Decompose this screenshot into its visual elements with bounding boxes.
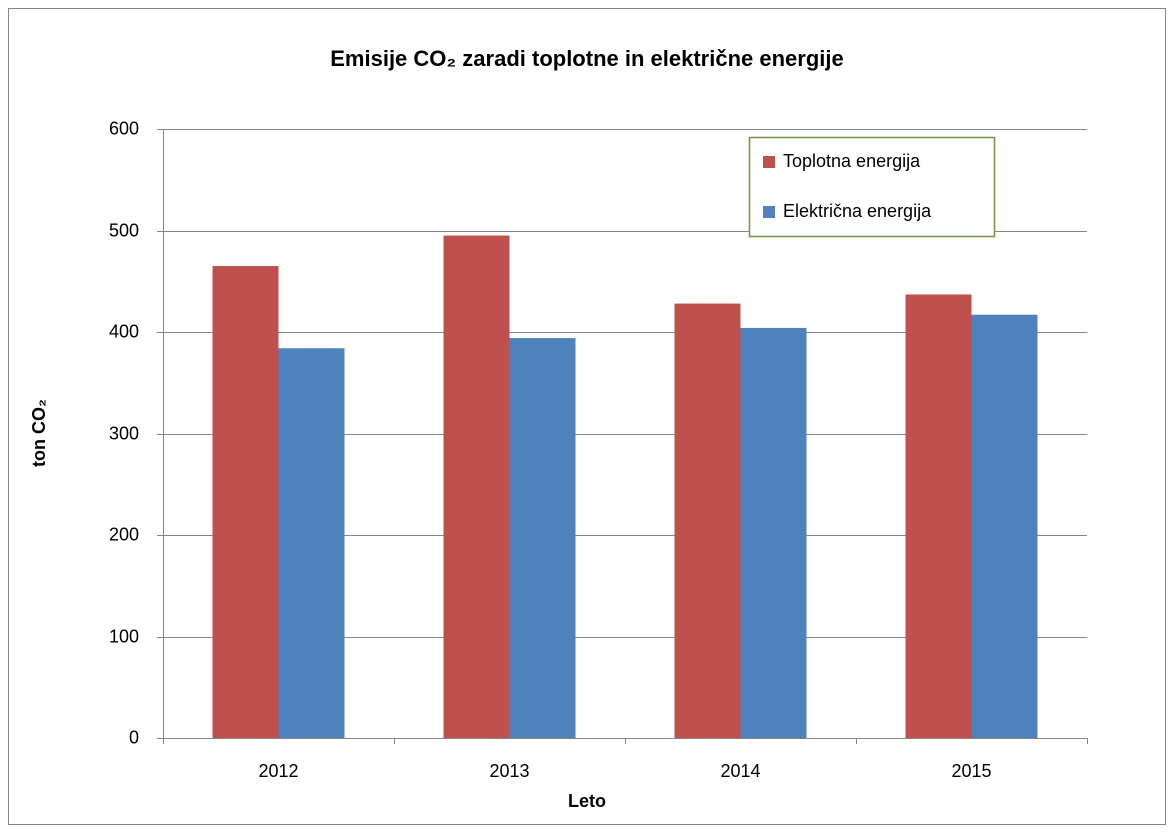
x-axis-label: Leto bbox=[568, 791, 606, 811]
x-tick-label: 2012 bbox=[258, 761, 298, 781]
y-tick-label: 200 bbox=[109, 524, 139, 544]
x-tick-label: 2013 bbox=[489, 761, 529, 781]
bar bbox=[278, 348, 345, 738]
bar bbox=[971, 314, 1038, 738]
y-tick-label: 400 bbox=[109, 321, 139, 341]
y-tick-label: 600 bbox=[109, 118, 139, 138]
y-tick-label: 0 bbox=[129, 727, 139, 747]
y-tick-label: 500 bbox=[109, 220, 139, 240]
y-tick-label: 300 bbox=[109, 423, 139, 443]
x-tick-label: 2015 bbox=[951, 761, 991, 781]
bar bbox=[905, 294, 972, 738]
legend-swatch bbox=[763, 206, 775, 218]
legend-box bbox=[748, 136, 996, 238]
bar bbox=[674, 303, 741, 738]
bar bbox=[212, 266, 279, 738]
y-tick-label: 100 bbox=[109, 626, 139, 646]
legend-swatch bbox=[763, 156, 775, 168]
legend-label: Električna energija bbox=[783, 201, 932, 221]
bar bbox=[740, 327, 807, 738]
legend-label: Toplotna energija bbox=[783, 151, 921, 171]
x-tick-label: 2014 bbox=[720, 761, 760, 781]
bar bbox=[443, 235, 510, 738]
y-axis-label: ton CO₂ bbox=[29, 399, 49, 467]
chart-title: Emisije CO₂ zaradi toplotne in električn… bbox=[330, 46, 843, 71]
bar bbox=[509, 338, 576, 738]
